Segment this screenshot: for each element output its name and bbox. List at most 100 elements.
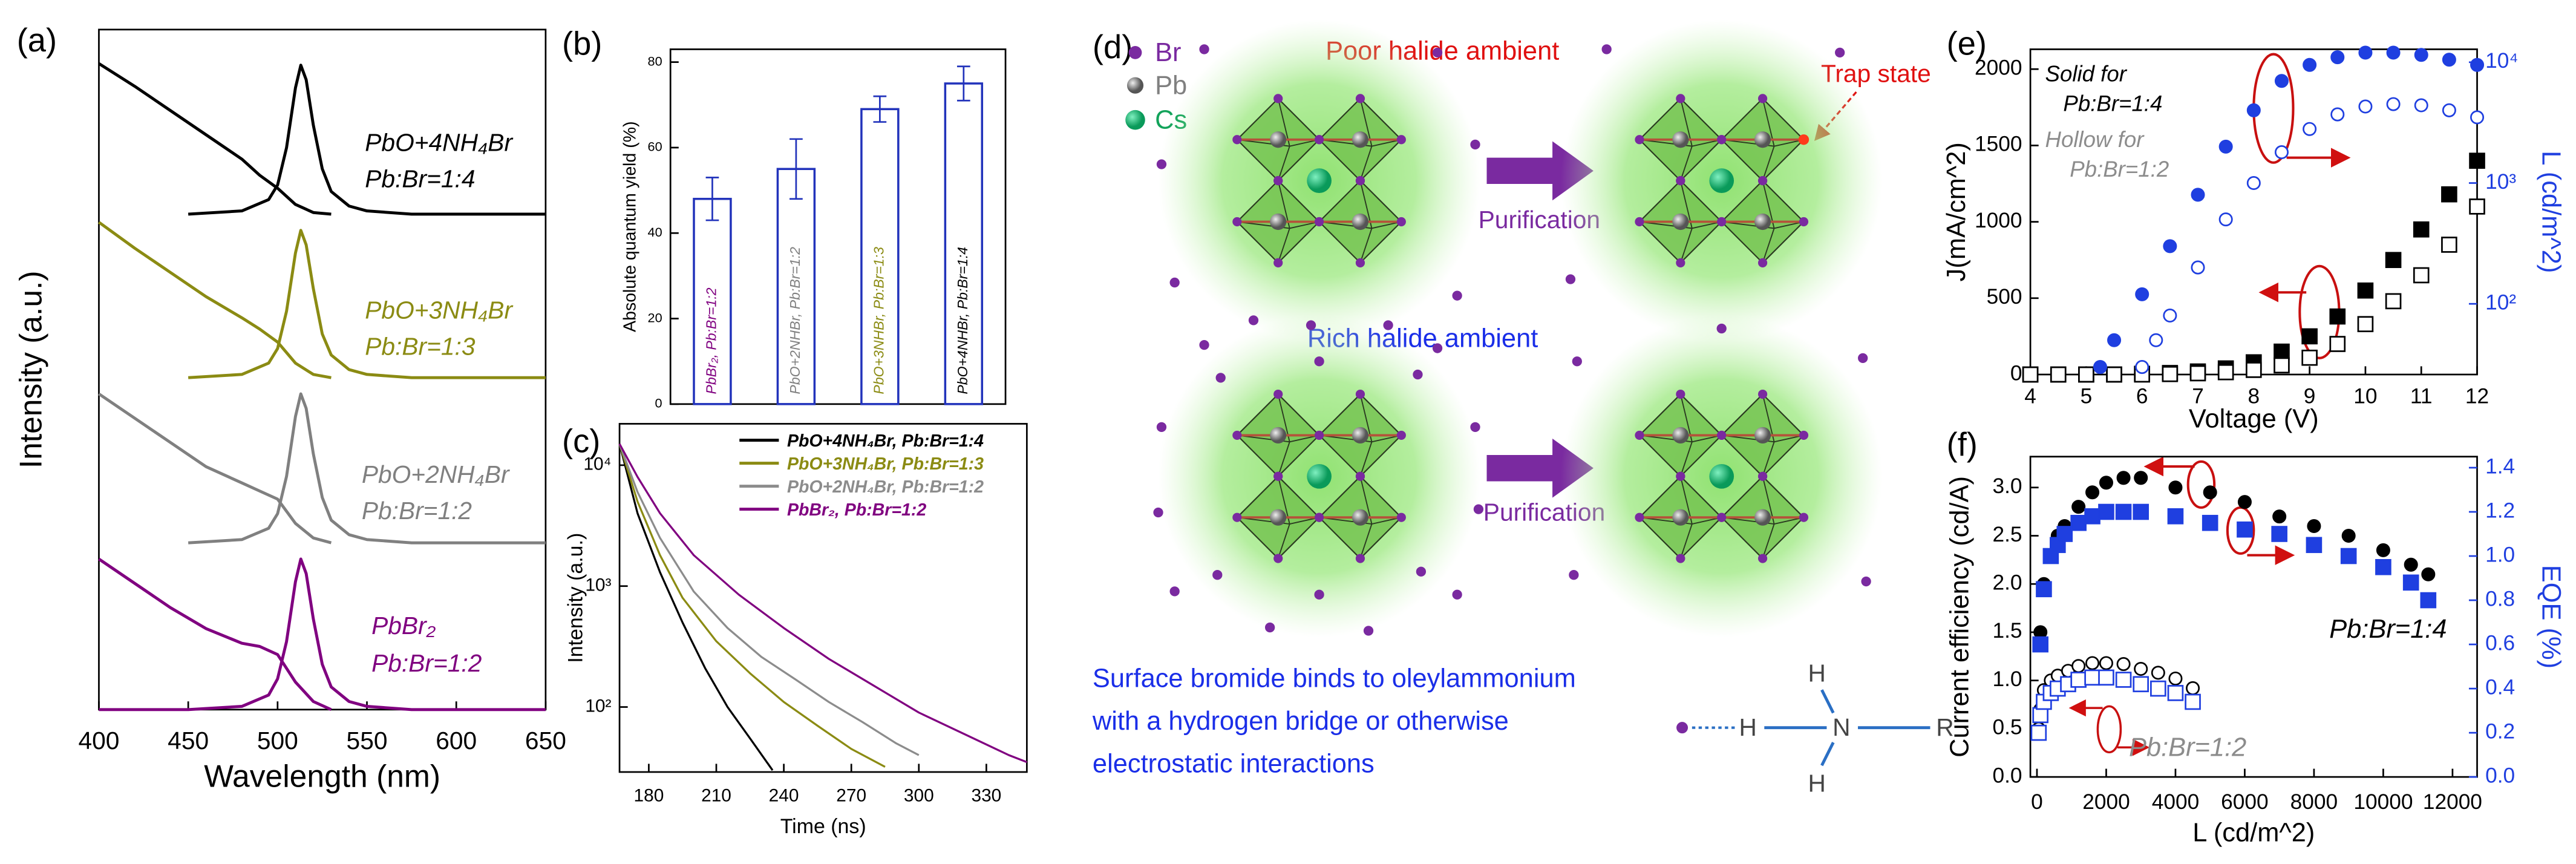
br-atom bbox=[1799, 512, 1809, 522]
x-tick-label: 9 bbox=[2304, 384, 2316, 408]
annotation: Pb:Br=1:2 bbox=[2070, 157, 2169, 182]
br-atom bbox=[1676, 471, 1685, 481]
octahedron-edge bbox=[1319, 139, 1402, 147]
y-axis-label: J(mA/cm^2) bbox=[1942, 142, 1971, 281]
annotation: PbO+3NH₄Br bbox=[365, 296, 513, 324]
x-tick-label: 180 bbox=[634, 786, 664, 806]
pb-atom bbox=[1352, 427, 1369, 444]
marker bbox=[2135, 287, 2149, 301]
marker bbox=[2099, 476, 2113, 490]
octahedron-edge bbox=[1237, 221, 1319, 229]
bond bbox=[1820, 742, 1835, 767]
marker bbox=[2115, 672, 2132, 688]
marker bbox=[2078, 366, 2094, 383]
br-atom bbox=[1858, 353, 1868, 363]
x-tick-label: 300 bbox=[904, 786, 934, 806]
br-atom bbox=[1355, 389, 1365, 399]
octahedron-edge bbox=[1319, 434, 1402, 443]
br-atom bbox=[1396, 135, 1406, 145]
pb-atom bbox=[1672, 213, 1689, 231]
marker bbox=[2469, 198, 2485, 215]
br-atom bbox=[1565, 274, 1576, 284]
marker bbox=[2218, 212, 2233, 227]
trap-site bbox=[1798, 134, 1809, 145]
octahedron-edge bbox=[1721, 517, 1804, 525]
y-tick-label: 2000 bbox=[1975, 56, 2022, 80]
marker bbox=[2385, 293, 2402, 310]
marker bbox=[2376, 543, 2390, 557]
marker bbox=[2340, 548, 2357, 565]
annotation: Hollow for bbox=[2045, 127, 2145, 152]
x-axis-label: Wavelength (nm) bbox=[204, 758, 440, 793]
bond bbox=[1820, 689, 1835, 714]
octahedron-edge bbox=[1721, 434, 1804, 443]
marker bbox=[2420, 592, 2437, 609]
marker bbox=[2329, 336, 2346, 352]
x-tick-label: 5 bbox=[2081, 384, 2093, 408]
x-tick-label: 4000 bbox=[2152, 790, 2200, 814]
br-atom bbox=[1757, 471, 1768, 481]
br-atom bbox=[1717, 217, 1727, 227]
br-atom bbox=[1314, 512, 1324, 522]
y2-axis-label: L (cd/m^2) bbox=[2537, 151, 2566, 273]
marker bbox=[2134, 662, 2148, 676]
br-atom bbox=[1169, 277, 1180, 288]
marker bbox=[2098, 669, 2114, 686]
pb-atom bbox=[1270, 427, 1287, 444]
plot-frame bbox=[2029, 456, 2478, 778]
annotation: PbO+4NH₄Br bbox=[365, 129, 513, 157]
br-atom bbox=[1232, 512, 1242, 522]
marker bbox=[2442, 53, 2456, 67]
x-axis-label: L (cd/m^2) bbox=[2192, 819, 2315, 848]
annotation: Pb:Br=1:2 bbox=[371, 649, 482, 677]
marker bbox=[2306, 537, 2323, 554]
x-tick-label: 10 bbox=[2353, 384, 2377, 408]
pb-atom bbox=[1754, 213, 1771, 231]
marker bbox=[2050, 366, 2067, 383]
marker bbox=[2070, 672, 2087, 688]
marker bbox=[2133, 676, 2149, 693]
y2-tick-label: 0.8 bbox=[2485, 587, 2515, 610]
br-atom bbox=[1569, 570, 1579, 580]
octahedron-edge bbox=[1237, 434, 1319, 443]
br-atom bbox=[1314, 430, 1324, 440]
legend-label: PbBr₂, Pb:Br=1:2 bbox=[787, 500, 926, 520]
br-atom bbox=[1835, 47, 1845, 58]
x-tick-label: 8 bbox=[2248, 384, 2260, 408]
marker bbox=[2070, 514, 2087, 531]
marker bbox=[2036, 581, 2052, 598]
line-series bbox=[618, 443, 774, 771]
br-atom bbox=[1273, 94, 1283, 103]
note: with a hydrogen bridge or otherwise bbox=[1092, 707, 1509, 736]
octahedron-edge bbox=[1721, 221, 1804, 229]
marker bbox=[2237, 495, 2252, 509]
br-atom bbox=[1413, 369, 1423, 380]
atom: N bbox=[1832, 713, 1850, 741]
bar-label: PbO+2NHBr, Pb:Br=1:2 bbox=[787, 247, 803, 394]
annotation: Pb:Br=1:4 bbox=[365, 165, 475, 192]
octahedron-edge bbox=[1721, 139, 1804, 147]
y-axis-label: Current efficiency (cd/A) bbox=[1946, 476, 1975, 758]
line-series bbox=[98, 62, 332, 216]
plot-frame bbox=[669, 48, 1007, 405]
marker bbox=[2414, 98, 2428, 113]
line-series bbox=[98, 221, 332, 379]
bar-label: PbO+3NHBr, Pb:Br=1:3 bbox=[871, 247, 886, 394]
x-tick-label: 11 bbox=[2410, 384, 2433, 408]
pb-icon bbox=[1126, 77, 1144, 94]
cs-atom bbox=[1307, 463, 1332, 489]
marker bbox=[2217, 364, 2234, 381]
marker bbox=[2375, 558, 2391, 575]
y-tick-label: 0.0 bbox=[1992, 764, 2022, 787]
pb-atom bbox=[1754, 509, 1771, 526]
x-tick-label: 7 bbox=[2192, 384, 2204, 408]
br-atom bbox=[1757, 258, 1768, 267]
line-series bbox=[99, 557, 546, 712]
br-atom bbox=[1314, 589, 1324, 600]
br-atom bbox=[1199, 44, 1209, 54]
x-tick-label: 330 bbox=[971, 786, 1001, 806]
panel-label: (c) bbox=[562, 422, 600, 459]
br-atom bbox=[1232, 430, 1242, 440]
br-atom bbox=[1248, 315, 1259, 326]
